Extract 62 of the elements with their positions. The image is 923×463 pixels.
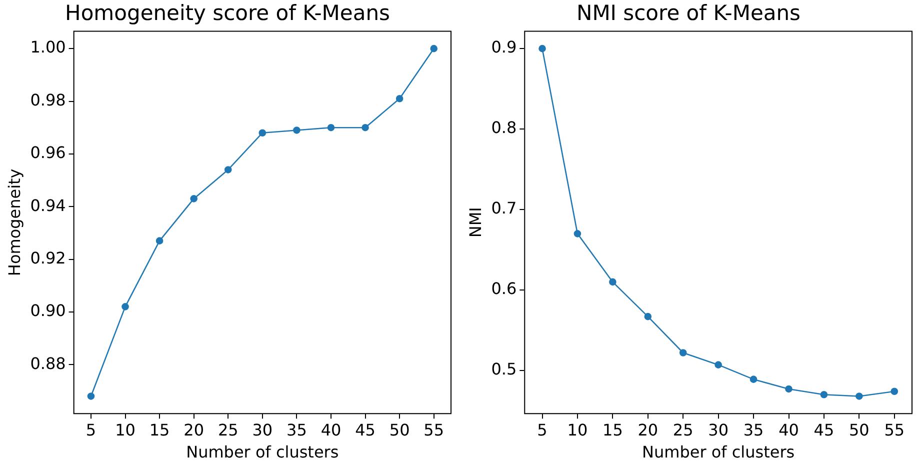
x-tick-label: 10 xyxy=(115,420,136,440)
point xyxy=(430,44,438,52)
point xyxy=(785,385,792,393)
x-tick-label: 55 xyxy=(884,420,905,440)
chart-title: Homogeneity score of K-Means xyxy=(65,1,390,26)
point xyxy=(156,237,164,244)
point xyxy=(750,376,758,383)
point xyxy=(538,44,546,52)
point xyxy=(609,278,616,286)
y-axis-title: Homogeneity xyxy=(4,168,24,276)
x-tick-label: 5 xyxy=(537,420,548,440)
x-tick-label: 55 xyxy=(424,420,444,440)
y-tick-label: 0.90 xyxy=(30,301,66,320)
point xyxy=(190,195,198,202)
y-tick-label: 1.00 xyxy=(30,38,66,57)
x-axis-title: Number of clusters xyxy=(186,442,339,462)
x-tick-label: 30 xyxy=(252,420,273,440)
y-tick-label: 0.6 xyxy=(491,279,517,298)
x-tick-label: 35 xyxy=(743,420,764,440)
x-tick-label: 20 xyxy=(638,420,658,440)
point xyxy=(856,392,863,400)
point xyxy=(258,129,266,137)
y-tick-label: 0.96 xyxy=(30,143,66,162)
y-tick-label: 0.94 xyxy=(30,196,66,215)
x-tick-label: 25 xyxy=(672,420,694,440)
chart-title: NMI score of K-Means xyxy=(576,1,801,26)
y-tick-label: 0.92 xyxy=(30,248,66,268)
x-tick-label: 20 xyxy=(184,420,204,440)
point xyxy=(87,392,95,400)
y-tick-label: 0.98 xyxy=(30,90,66,110)
x-tick-label: 5 xyxy=(86,420,96,440)
point xyxy=(362,124,369,132)
point xyxy=(574,230,582,238)
y-tick-label: 0.9 xyxy=(491,38,517,57)
x-tick-label: 30 xyxy=(708,420,728,440)
x-tick-label: 25 xyxy=(218,420,238,440)
x-tick-label: 45 xyxy=(355,420,376,440)
x-tick-label: 40 xyxy=(320,420,342,440)
point xyxy=(396,94,404,102)
y-tick-label: 0.8 xyxy=(491,118,517,138)
x-tick-label: 45 xyxy=(814,420,834,440)
x-tick-label: 15 xyxy=(602,420,623,440)
point xyxy=(224,166,232,174)
y-tick-label: 0.7 xyxy=(491,198,517,218)
point xyxy=(679,349,687,356)
point xyxy=(890,388,898,396)
point xyxy=(293,126,300,134)
y-axis-title: NMI xyxy=(466,207,485,238)
x-axis-title: Number of clusters xyxy=(642,442,795,462)
x-tick-label: 40 xyxy=(778,420,799,440)
point xyxy=(327,124,335,132)
point xyxy=(820,390,828,398)
x-tick-label: 10 xyxy=(567,420,588,440)
x-tick-label: 50 xyxy=(389,420,410,440)
x-tick-label: 50 xyxy=(849,420,870,440)
x-tick-label: 15 xyxy=(149,420,170,440)
y-tick-label: 0.5 xyxy=(491,360,517,379)
x-tick-label: 35 xyxy=(286,420,307,440)
point xyxy=(122,303,129,310)
point xyxy=(644,312,652,320)
y-tick-label: 0.88 xyxy=(30,354,66,373)
point xyxy=(714,361,722,368)
